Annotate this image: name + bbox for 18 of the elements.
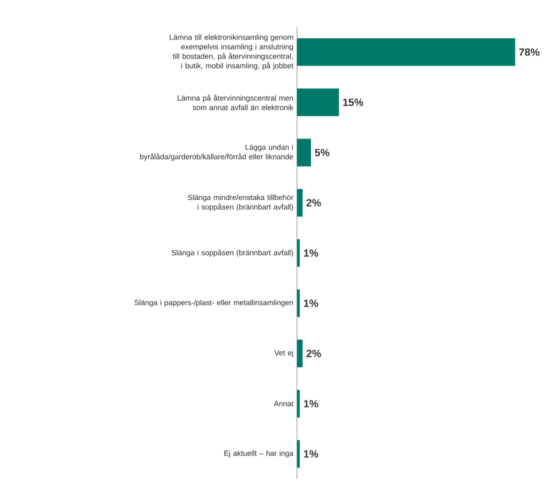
bar (297, 239, 300, 267)
data-label: 15% (343, 98, 364, 106)
data-label: 1% (304, 249, 318, 257)
bar (297, 289, 300, 318)
data-label: 1% (304, 300, 318, 307)
data-label: 78% (519, 48, 540, 56)
data-label: 2% (306, 350, 322, 358)
bar (297, 340, 303, 368)
bar (297, 38, 516, 66)
bar (297, 188, 303, 217)
bar (297, 138, 311, 166)
bar (297, 390, 300, 418)
bar (297, 88, 339, 116)
data-label: 1% (304, 450, 318, 458)
data-label: 2% (306, 199, 322, 206)
data-label: 1% (304, 400, 318, 408)
bar (297, 440, 300, 468)
data-label: 5% (314, 148, 330, 156)
